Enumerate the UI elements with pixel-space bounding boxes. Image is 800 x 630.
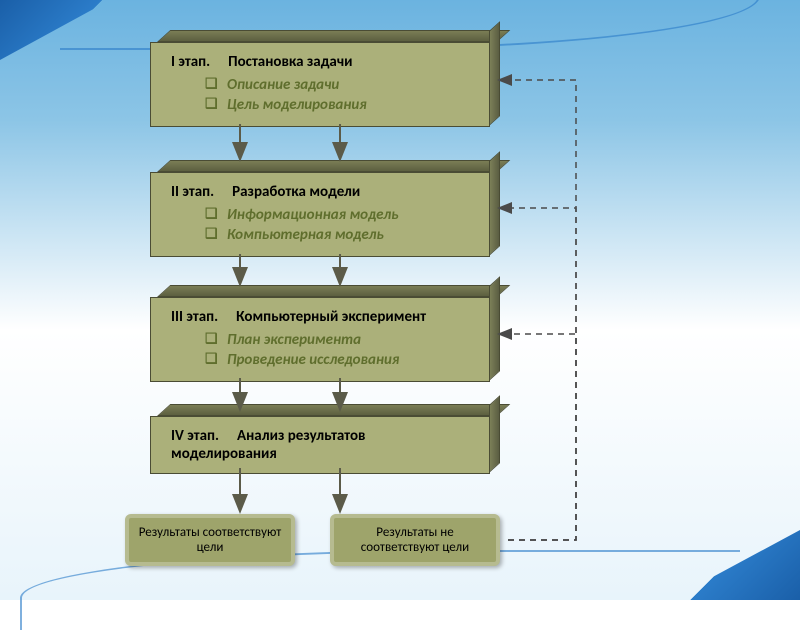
bullet: Компьютерная модель: [205, 225, 473, 245]
stage-block-4: IV этап.Анализ результатов моделирования: [150, 404, 490, 474]
stage-1-title: I этап.Постановка задачи: [171, 53, 473, 71]
stage-block-2: II этап.Разработка модели Информационная…: [150, 160, 490, 257]
stage-2-title: II этап.Разработка модели: [171, 183, 473, 201]
stage-block-1: I этап.Постановка задачи Описание задачи…: [150, 30, 490, 127]
stage-block-3: III этап.Компьютерный эксперимент План э…: [150, 285, 490, 382]
stage-3-title: III этап.Компьютерный эксперимент: [171, 308, 473, 326]
bullet: Информационная модель: [205, 205, 473, 225]
stage-3-bullets: План эксперимента Проведение исследовани…: [205, 330, 473, 371]
bullet: Проведение исследования: [205, 350, 473, 370]
stage-4-title: IV этап.Анализ результатов моделирования: [171, 427, 429, 463]
bullet: Описание задачи: [205, 75, 473, 95]
bullet: План эксперимента: [205, 330, 473, 350]
stage-1-bullets: Описание задачи Цель моделирования: [205, 75, 473, 116]
result-label: Результаты не соответствуют цели: [338, 525, 492, 555]
result-box-nomatch: Результаты не соответствуют цели: [330, 514, 500, 566]
result-box-match: Результаты соответствуют цели: [125, 514, 295, 566]
stage-2-bullets: Информационная модель Компьютерная модел…: [205, 205, 473, 246]
stage-1-front: I этап.Постановка задачи Описание задачи…: [150, 42, 490, 127]
bullet: Цель моделирования: [205, 95, 473, 115]
result-label: Результаты соответствуют цели: [133, 525, 287, 555]
